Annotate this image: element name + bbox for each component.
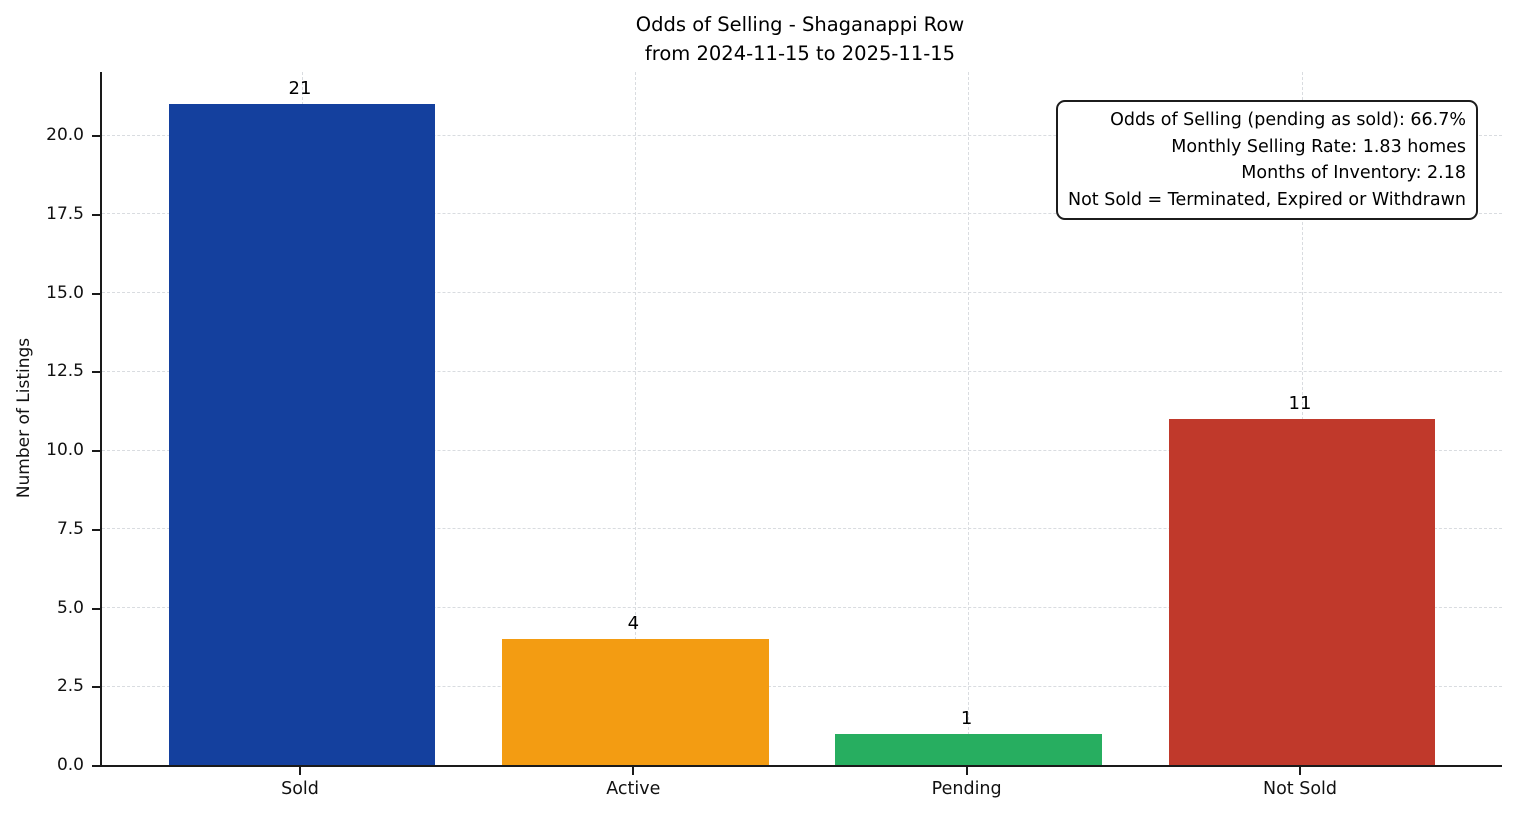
y-tick-mark	[92, 135, 100, 137]
bar-value-label: 1	[960, 707, 973, 729]
gridline-horizontal	[102, 370, 1502, 372]
y-tick-label: 20.0	[46, 125, 84, 145]
y-tick-label: 0.0	[56, 755, 84, 775]
y-tick-mark	[92, 450, 100, 452]
bar-value-label: 21	[288, 77, 312, 99]
y-tick-mark	[92, 765, 100, 767]
x-tick-mark	[632, 767, 635, 775]
gridline-horizontal	[102, 213, 1502, 215]
chart-title-line-2: from 2024-11-15 to 2025-11-15	[644, 42, 956, 65]
gridline-horizontal	[102, 292, 1502, 293]
stats-annotation-box: Odds of Selling (pending as sold): 66.7%…	[1055, 100, 1478, 220]
y-tick-mark	[92, 607, 100, 610]
chart-title: Odds of Selling - Shaganappi Row from 20…	[100, 10, 1500, 68]
bar-pending	[835, 733, 1102, 765]
bar-value-label: 11	[1288, 392, 1312, 414]
stat-monthly-selling-rate: Monthly Selling Rate: 1.83 homes	[1171, 136, 1466, 157]
y-tick-label: 7.5	[56, 518, 84, 539]
bar-active	[502, 639, 769, 765]
gridline-horizontal	[102, 607, 1502, 608]
x-tick-label: Not Sold	[1262, 779, 1337, 799]
y-tick-label: 5.0	[56, 597, 84, 618]
y-tick-label: 2.5	[56, 676, 84, 697]
stat-months-of-inventory: Months of Inventory: 2.18	[1241, 163, 1466, 183]
gridline-horizontal	[102, 449, 1502, 451]
gridline-horizontal	[102, 685, 1502, 687]
x-tick-label: Sold	[281, 779, 319, 799]
y-tick-mark	[92, 686, 100, 689]
x-tick-mark	[965, 767, 968, 775]
y-tick-label: 17.5	[46, 203, 84, 224]
x-tick-mark	[299, 767, 301, 775]
bar-value-label: 4	[627, 613, 640, 634]
gridline-vertical	[634, 72, 636, 765]
bar-sold	[168, 103, 436, 765]
x-tick-label: Active	[606, 779, 661, 799]
x-tick-label: Pending	[931, 779, 1002, 799]
x-tick-mark	[1299, 767, 1301, 775]
y-tick-mark	[92, 528, 100, 531]
gridline-vertical	[968, 72, 970, 765]
gridline-horizontal	[102, 528, 1502, 530]
y-tick-label: 15.0	[46, 282, 84, 303]
stat-odds-of-selling: Odds of Selling (pending as sold): 66.7%	[1110, 110, 1466, 130]
bar-not-sold	[1168, 418, 1436, 765]
y-tick-label: 12.5	[46, 361, 84, 382]
chart-title-line-1: Odds of Selling - Shaganappi Row	[635, 13, 965, 36]
y-tick-mark	[92, 371, 100, 374]
stat-not-sold-definition: Not Sold = Terminated, Expired or Withdr…	[1067, 189, 1466, 210]
gridline-horizontal	[102, 134, 1502, 136]
y-tick-mark	[92, 213, 100, 216]
y-tick-label: 10.0	[46, 440, 84, 460]
plot-area	[100, 72, 1502, 767]
y-tick-mark	[92, 292, 100, 295]
